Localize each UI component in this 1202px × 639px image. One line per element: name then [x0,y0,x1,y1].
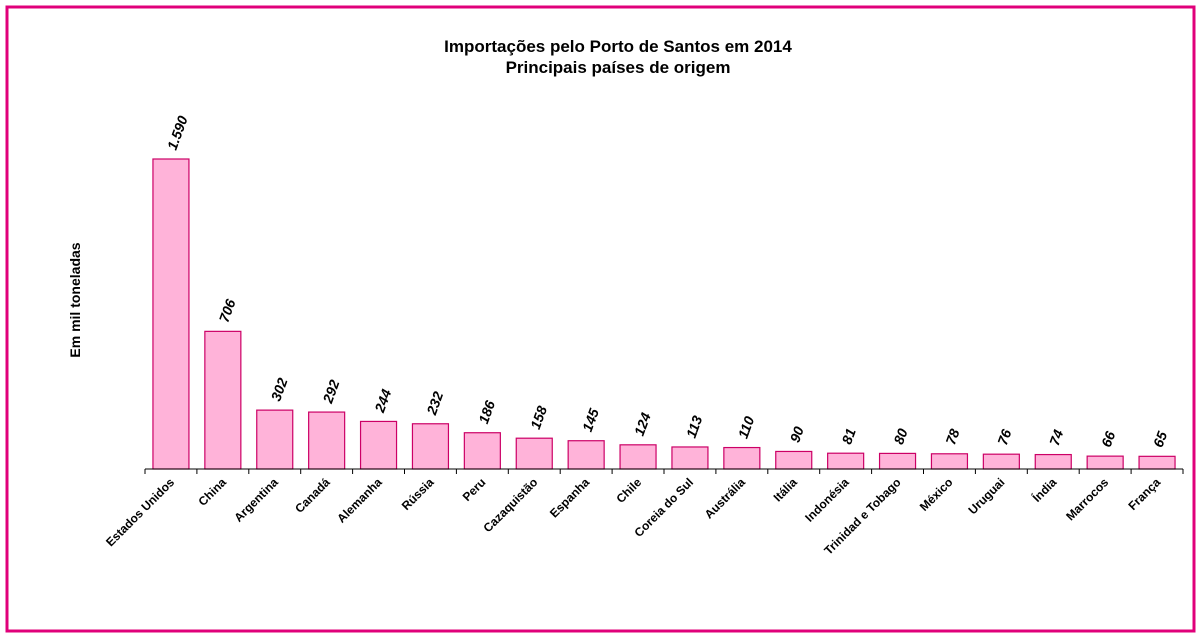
bar [827,452,865,470]
bar [359,420,398,470]
chart-title: Importações pelo Porto de Santos em 2014 [444,37,792,56]
value-label: 74 [1046,427,1066,447]
bar [723,446,761,470]
value-label: 110 [735,414,758,441]
value-label: 244 [371,387,394,416]
value-label: 232 [423,389,446,418]
value-label: 124 [631,410,654,438]
bar [515,437,553,470]
value-label: 302 [268,376,291,404]
value-label: 113 [683,413,706,440]
bar [930,453,969,470]
value-label: 186 [475,398,498,426]
bar [878,452,917,470]
value-label: 158 [527,404,550,432]
value-label: 90 [787,424,807,444]
bar [256,409,294,470]
bar [463,432,501,470]
bar [152,158,190,470]
bar [567,440,605,470]
chart-frame [5,5,1196,633]
value-label: 78 [942,427,962,447]
bar [775,450,813,470]
y-axis-label: Em mil toneladas [67,242,83,357]
value-label: 81 [838,426,858,446]
value-label: 80 [890,426,910,446]
value-label: 76 [994,427,1014,447]
bar [671,446,709,470]
bar [411,423,450,470]
bar [619,444,657,470]
chart-subtitle: Principais países de origem [506,58,731,77]
bar [1086,455,1124,470]
bar [982,453,1020,470]
value-label: 65 [1150,429,1170,449]
bar [1034,453,1072,470]
bar [308,411,346,470]
bar [204,330,242,470]
value-label: 66 [1098,429,1118,449]
bar [1138,455,1176,470]
value-label: 292 [319,377,342,406]
value-label: 706 [216,297,239,325]
value-label: 145 [579,406,602,434]
